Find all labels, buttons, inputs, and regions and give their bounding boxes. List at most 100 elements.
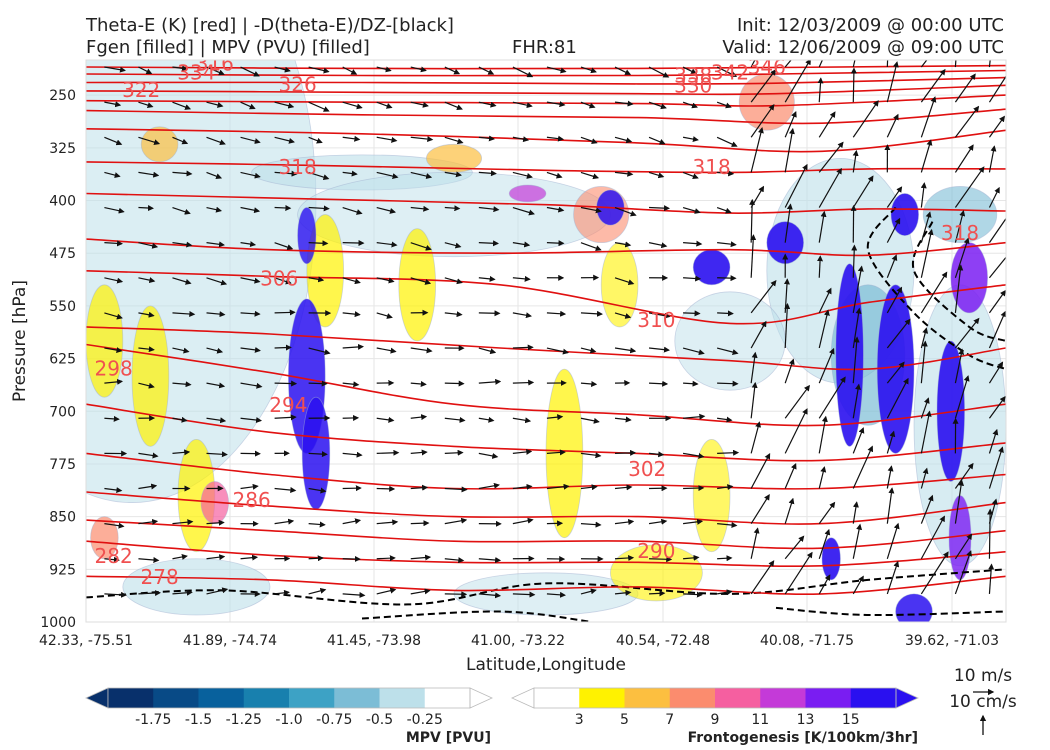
wind-vector [546, 206, 565, 213]
wind-vector [818, 466, 827, 489]
wind-vector [920, 211, 932, 243]
field-blob [297, 207, 317, 265]
wind-vector [206, 347, 224, 354]
x-tick-label: 39.62, -71.03 [905, 633, 999, 649]
wind-vector [512, 344, 534, 351]
wind-vector [104, 240, 124, 247]
wind-vector [138, 205, 154, 212]
y-axis-ticks: 250 325 400 475 550 625 700 775 850 925 1000 [40, 88, 76, 631]
wind-vector [580, 588, 597, 595]
wind-vector [988, 428, 999, 454]
wind-vector [410, 171, 433, 179]
theta-e-label: 286 [233, 488, 271, 512]
wind-vector [206, 277, 228, 286]
y-tick-label: 700 [49, 404, 76, 420]
wind-vector [240, 101, 256, 110]
wind-vector [717, 170, 735, 177]
y-tick-label: 325 [49, 141, 76, 157]
wind-vector [240, 554, 259, 561]
colorbar-tick-label: -1.75 [135, 712, 171, 728]
wind-vector [410, 347, 433, 354]
wind-vector [172, 449, 191, 456]
wind-vector [546, 240, 565, 247]
wind-vector [750, 381, 758, 419]
wind-vector [886, 186, 903, 208]
wind-vector [954, 209, 966, 243]
wind-vector [342, 451, 363, 458]
wind-vector [240, 277, 261, 284]
wind-vector [851, 244, 858, 278]
wind-vector [614, 589, 632, 596]
x-tick-label: 40.08, -71.75 [760, 633, 854, 649]
field-blob [122, 558, 271, 616]
mpv-colorbar-label: MPV [PVU] [406, 730, 491, 746]
colorbar-tick-label: 7 [665, 712, 674, 728]
wind-vector [988, 145, 997, 173]
colorbar-swatch [289, 688, 335, 708]
wind-vector [683, 310, 701, 317]
wind-vector [138, 101, 154, 108]
wind-vector [717, 522, 738, 529]
wind-vector [342, 518, 362, 525]
wind-vector [308, 487, 327, 494]
wind-vector [886, 465, 894, 489]
wind-vector [410, 554, 432, 561]
wind-vector [682, 171, 699, 180]
wind-vector [682, 66, 698, 74]
wind-vector [138, 277, 156, 284]
wind-vector [376, 171, 399, 180]
wind-vector [138, 242, 159, 249]
wind-vector [512, 591, 536, 598]
wind-vector [580, 417, 600, 424]
wind-vector [376, 206, 397, 214]
x-tick-label: 42.33, -75.51 [39, 633, 133, 649]
wind-vector [716, 136, 738, 147]
wind-vector [478, 378, 502, 385]
wind-vector [852, 523, 863, 559]
wind-vector [648, 518, 668, 525]
wind-vector [410, 520, 430, 527]
dtheta-dz-line [911, 221, 1006, 342]
wind-vector [852, 265, 864, 314]
wind-vector [172, 277, 192, 285]
wind-vector [376, 136, 398, 143]
theta-e-line [86, 161, 1006, 174]
wind-vector [648, 66, 670, 78]
x-tick-label: 41.00, -73.22 [471, 633, 565, 649]
colorbar-tick-label: 9 [711, 712, 720, 728]
wind-vector [240, 483, 259, 490]
wind-vector [716, 66, 738, 77]
wind-vector [750, 279, 777, 314]
wind-vector [784, 384, 810, 419]
theta-e-label: 338 [674, 63, 712, 87]
wind-vector [478, 170, 497, 177]
fgen-colorbar: 3 5 7 9 11 13 15 [511, 687, 919, 728]
wind-vector [444, 136, 464, 145]
theta-e-line [86, 64, 1006, 70]
wind-vector [206, 171, 223, 180]
wind-vector [172, 101, 192, 110]
wind-vector [886, 286, 903, 314]
wind-vector [614, 449, 637, 456]
wind-vector [444, 242, 462, 249]
colorbar-swatch [579, 688, 625, 708]
wind-vector [852, 383, 861, 419]
field-fills [86, 60, 1006, 622]
wind-vector [342, 592, 366, 599]
wind-vector [920, 182, 927, 208]
theta-e-line [86, 452, 1006, 490]
wind-vector [410, 449, 428, 456]
wind-vector [410, 101, 429, 108]
valid-time: Valid: 12/06/2009 @ 09:00 UTC [722, 37, 1004, 58]
wind-vector [886, 361, 905, 384]
wind-vector [648, 136, 666, 145]
wind-vector [512, 136, 530, 143]
dtheta-dz-line [866, 206, 1006, 371]
wind-vector [580, 521, 602, 528]
wind-vector [717, 416, 733, 423]
wind-vector [886, 60, 889, 68]
y-tick-label: 550 [49, 299, 76, 315]
wind-vector [614, 519, 635, 525]
colorbar-arrow-left [85, 687, 109, 709]
field-blob [398, 228, 437, 342]
